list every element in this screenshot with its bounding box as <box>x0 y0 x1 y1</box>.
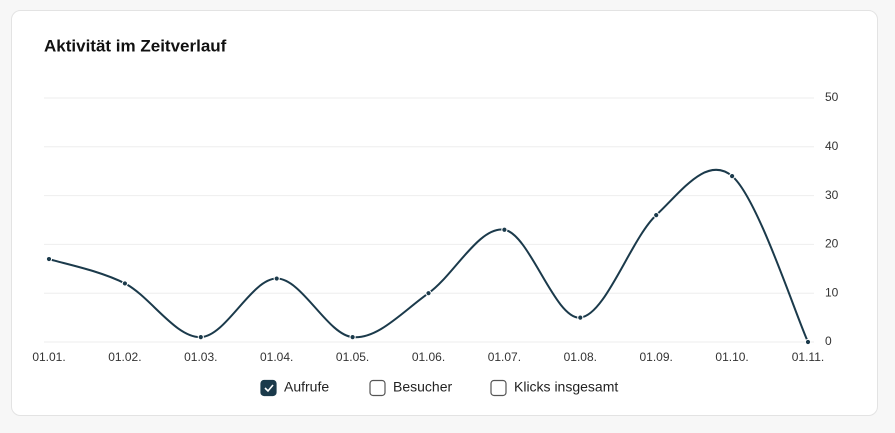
point <box>425 290 432 297</box>
x-tick-label: 01.08. <box>564 350 597 364</box>
checkmark <box>264 384 274 393</box>
legend-checkbox[interactable] <box>260 379 277 397</box>
point <box>197 334 204 341</box>
point <box>273 275 280 282</box>
legend-checkbox[interactable] <box>369 379 386 397</box>
point <box>501 226 508 233</box>
x-tick-label: 01.11. <box>792 350 824 364</box>
point <box>45 255 53 263</box>
card <box>11 10 878 416</box>
line <box>48 168 809 343</box>
legend-label[interactable]: Besucher <box>393 379 452 395</box>
x-tick-label: 01.02. <box>108 350 141 364</box>
legend-label[interactable]: Klicks insgesamt <box>514 379 618 395</box>
legend-checkbox[interactable] <box>490 379 507 397</box>
legend-label[interactable]: Aufrufe <box>284 379 329 395</box>
x-tick-label: 01.04. <box>260 350 293 364</box>
y-tick-label: 50 <box>825 90 839 104</box>
point <box>121 280 129 287</box>
point <box>804 338 812 346</box>
y-tick-label: 30 <box>825 188 839 202</box>
x-tick-label: 01.01. <box>32 350 65 364</box>
point <box>577 314 584 321</box>
point <box>729 172 736 180</box>
y-tick-label: 40 <box>825 139 839 153</box>
point <box>349 334 356 341</box>
y-tick-label: 20 <box>825 237 839 251</box>
y-tick-label: 10 <box>825 285 839 299</box>
x-tick-label: 01.03. <box>184 350 217 364</box>
x-tick-label: 01.10. <box>715 350 748 364</box>
x-tick-label: 01.09. <box>640 350 673 364</box>
x-tick-label: 01.05. <box>336 350 369 364</box>
chart-title: Aktivität im Zeitverlauf <box>44 36 227 55</box>
x-tick-label: 01.06. <box>412 350 445 364</box>
x-tick-label: 01.07. <box>488 350 521 364</box>
y-tick-label: 0 <box>825 334 832 348</box>
point <box>653 212 660 219</box>
